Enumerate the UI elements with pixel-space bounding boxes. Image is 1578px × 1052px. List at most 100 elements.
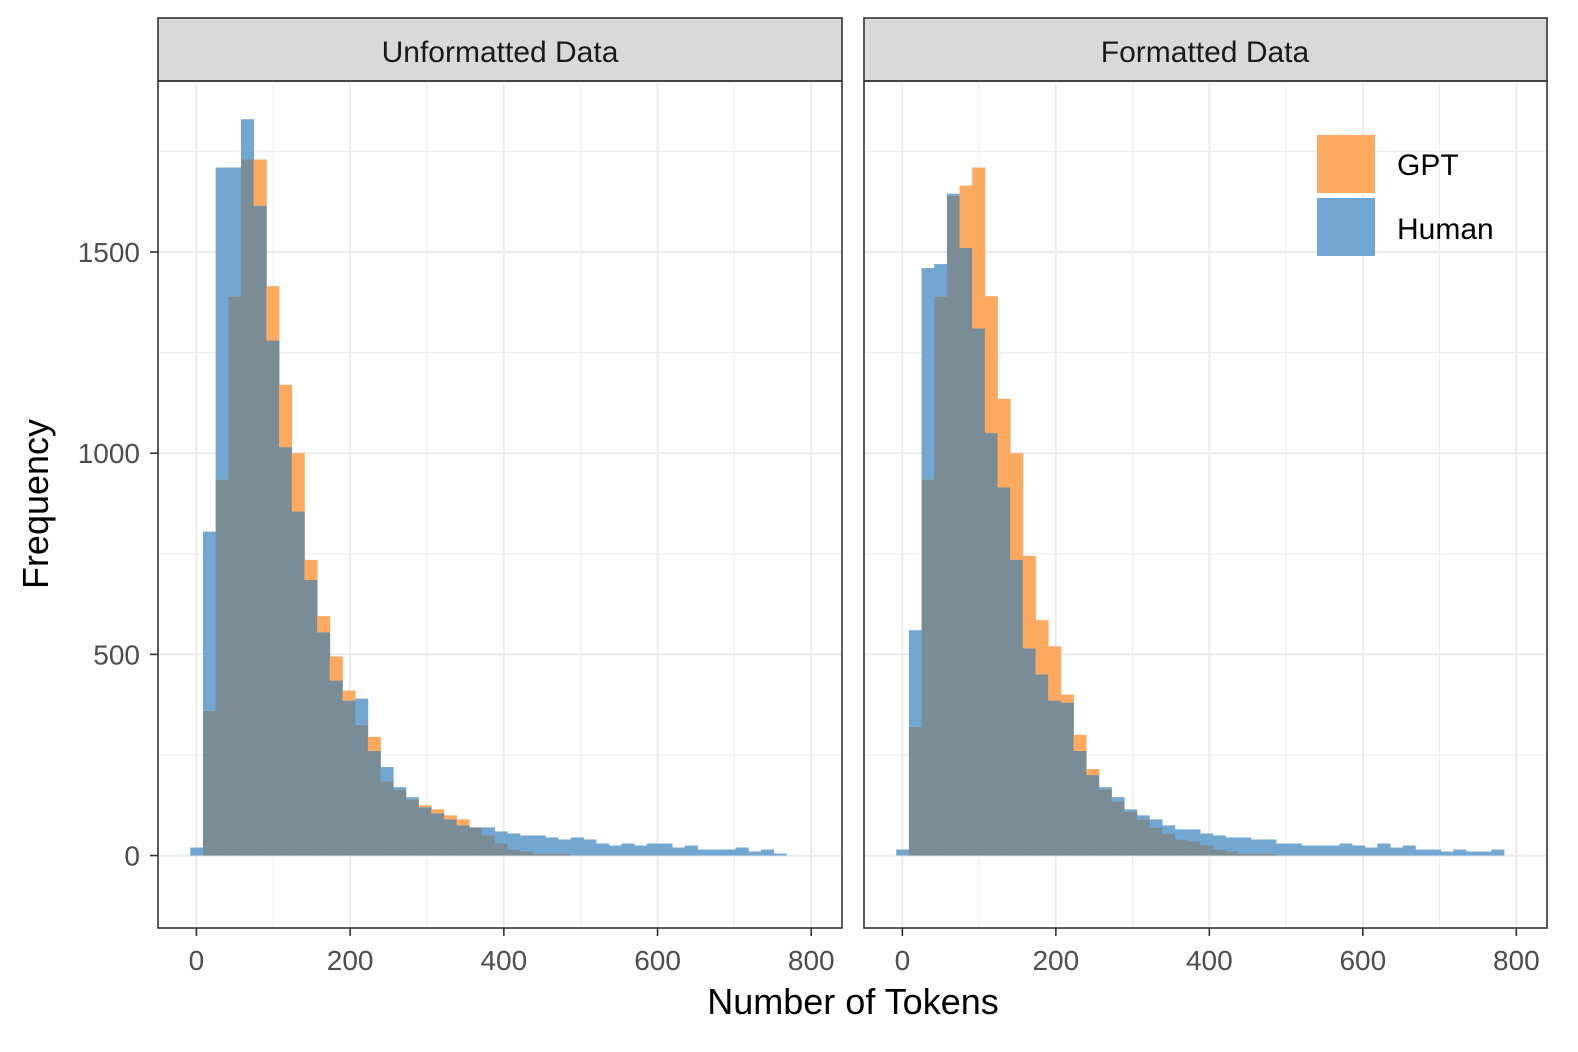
legend-label-human: Human	[1397, 213, 1494, 246]
panel-border-unformatted	[157, 80, 843, 929]
bar-human	[1276, 843, 1290, 856]
bar-overlap	[494, 843, 508, 856]
bar-overlap	[921, 479, 935, 856]
panel-title-formatted: Formatted Data	[1101, 36, 1310, 69]
bar-overlap	[317, 632, 331, 856]
bar-human	[1124, 809, 1138, 812]
bar-gpt	[959, 185, 973, 248]
bar-human	[532, 835, 546, 854]
bar-human	[1377, 843, 1391, 856]
bar-overlap	[908, 726, 922, 856]
bar-human	[1162, 825, 1176, 834]
panel-formatted: Formatted Data 0 200 400 600 800	[863, 17, 1548, 976]
bar-human	[1149, 819, 1163, 828]
bar-overlap	[1225, 851, 1239, 856]
legend-swatch-gpt	[1317, 135, 1375, 193]
bar-overlap	[215, 479, 229, 856]
bar-human	[672, 847, 686, 856]
bar-overlap	[241, 159, 255, 856]
bar-human	[558, 839, 572, 854]
bar-overlap	[405, 799, 419, 856]
x-axis-title: Number of Tokens	[707, 981, 998, 1022]
bar-human	[570, 837, 584, 856]
bar-gpt	[972, 167, 986, 329]
bar-overlap	[507, 849, 521, 856]
x-ticks-unformatted: 0 200 400 600 800	[189, 928, 835, 976]
bar-overlap	[202, 710, 217, 856]
bar-human	[1111, 797, 1125, 802]
bar-overlap	[1086, 775, 1100, 856]
bar-human	[1200, 833, 1214, 846]
bar-human	[1174, 829, 1188, 840]
bar-human	[1136, 815, 1150, 820]
bar-overlap	[367, 750, 381, 856]
bar-overlap	[1136, 819, 1150, 856]
bar-overlap	[291, 511, 305, 856]
bar-overlap	[519, 851, 534, 856]
bar-overlap	[558, 853, 572, 856]
bar-human	[946, 193, 960, 196]
bar-overlap	[393, 789, 407, 856]
panel-strip-unformatted	[157, 17, 843, 82]
y-axis-title: Frequency	[15, 419, 56, 589]
bar-human	[1390, 847, 1404, 856]
bar-human	[380, 767, 394, 782]
bar-overlap	[228, 296, 242, 856]
bar-human	[735, 847, 749, 856]
bar-gpt	[984, 296, 998, 434]
y-tick-label: 1500	[78, 237, 140, 268]
bar-human	[1364, 847, 1378, 856]
bar-human	[710, 849, 724, 856]
bar-human	[748, 851, 762, 856]
bar-gpt	[1073, 734, 1087, 751]
legend: GPT Human	[1317, 135, 1494, 256]
bar-human	[494, 831, 508, 844]
bar-overlap	[431, 813, 445, 856]
bar-human	[583, 839, 597, 856]
bar-human	[1098, 787, 1112, 790]
legend-swatch-human	[1317, 198, 1375, 256]
bar-gpt	[418, 805, 432, 808]
bar-overlap	[1238, 853, 1252, 856]
bar-human	[1187, 829, 1201, 842]
bars-unformatted	[190, 119, 787, 856]
bar-overlap	[418, 807, 432, 856]
bar-overlap	[1035, 674, 1049, 856]
bar-overlap	[1263, 853, 1277, 856]
bar-overlap	[456, 825, 470, 856]
bar-gpt	[1060, 694, 1074, 703]
bar-gpt	[1048, 646, 1062, 701]
bar-human	[215, 167, 229, 480]
bar-human	[934, 264, 948, 297]
bar-overlap	[481, 835, 496, 856]
bar-human	[646, 843, 660, 856]
bar-human	[621, 843, 635, 856]
bar-human	[1225, 837, 1239, 852]
bar-overlap	[1149, 827, 1163, 856]
bar-overlap	[1022, 648, 1036, 856]
bar-overlap	[934, 296, 948, 856]
bar-overlap	[959, 247, 973, 856]
panel-unformatted: Unformatted Data 0 200 400 600 800	[157, 17, 843, 976]
bar-overlap	[1200, 845, 1214, 856]
bar-gpt	[266, 286, 280, 341]
bar-human	[634, 845, 648, 856]
y-tick-label: 1000	[78, 438, 140, 469]
bar-human	[1352, 845, 1366, 856]
bar-overlap	[355, 724, 369, 856]
bar-human	[519, 835, 534, 852]
bar-overlap	[1098, 789, 1112, 856]
bar-human	[659, 843, 673, 856]
bar-human	[507, 833, 521, 850]
bar-human	[1339, 843, 1353, 856]
x-tick-label: 600	[1339, 945, 1386, 976]
legend-label-gpt: GPT	[1397, 149, 1459, 182]
bar-human	[1326, 845, 1340, 856]
bar-overlap	[1010, 559, 1024, 856]
bar-overlap	[1162, 833, 1176, 856]
bar-overlap	[1174, 839, 1188, 856]
bar-human	[1288, 843, 1302, 856]
bar-gpt	[443, 815, 457, 820]
bar-gpt	[1010, 453, 1024, 560]
bar-overlap	[1073, 750, 1087, 856]
